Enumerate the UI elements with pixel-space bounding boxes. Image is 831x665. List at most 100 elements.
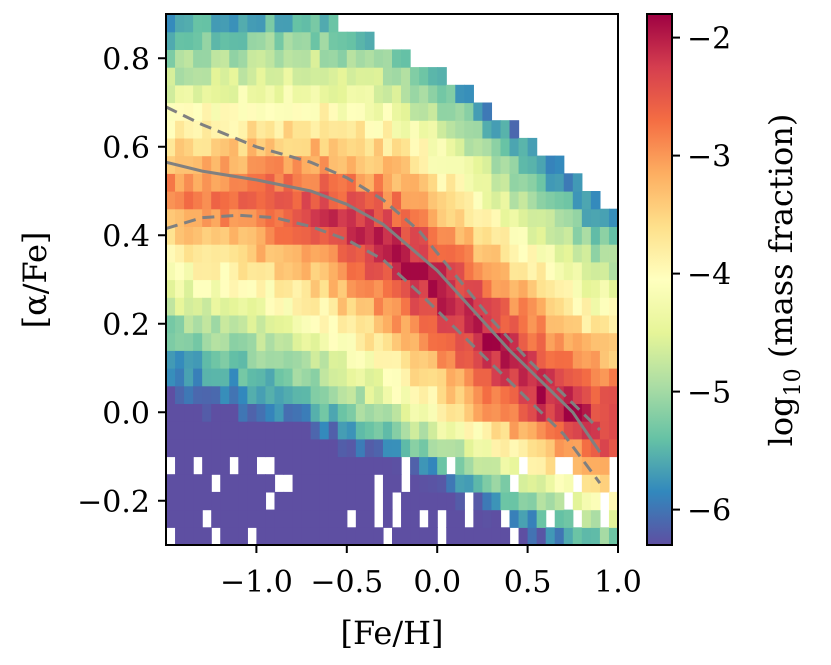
heatmap-cell-897	[446, 226, 456, 245]
heatmap-cell-717	[382, 155, 393, 174]
heatmap-cell-1149	[545, 385, 556, 404]
heatmap-cell-1267	[599, 403, 610, 422]
heatmap-cell-699	[382, 474, 393, 493]
heatmap-cell-491	[310, 102, 321, 121]
heatmap-cell-167	[211, 120, 221, 139]
heatmap-cell-327	[265, 385, 276, 404]
heatmap-cell-101	[193, 279, 203, 298]
heatmap-cell-1167	[554, 438, 565, 458]
heatmap-cell-1037	[500, 385, 511, 404]
heatmap-cell-779	[410, 474, 420, 493]
heatmap-cell-810	[419, 385, 429, 404]
heatmap-cell-442	[301, 438, 312, 458]
heatmap-cell-190	[220, 244, 230, 263]
heatmap-cell-753	[401, 438, 411, 458]
heatmap-cell-302	[256, 332, 267, 351]
heatmap-cell-730	[392, 385, 402, 404]
heatmap-cell-829	[428, 527, 438, 545]
heatmap-cell-738	[392, 244, 402, 263]
heatmap-cell-683	[373, 279, 384, 298]
heatmap-cell-434	[292, 49, 303, 68]
heatmap-cell-743	[392, 155, 402, 174]
heatmap-cell-114	[193, 49, 203, 68]
heatmap-cell-591	[346, 421, 357, 440]
heatmap-cell-609	[346, 102, 357, 121]
heatmap-cell-150	[211, 421, 221, 440]
heatmap-cell-1025	[491, 191, 502, 210]
heatmap-cell-372	[274, 102, 285, 121]
heatmap-cell-727	[392, 438, 402, 458]
heatmap-cell-915	[455, 368, 465, 387]
heatmap-cell-255	[238, 137, 248, 157]
heatmap-cell-1179	[554, 226, 565, 245]
heatmap-cell-151	[211, 403, 221, 422]
heatmap-cell-678	[373, 368, 384, 387]
heatmap-cell-257	[238, 102, 248, 121]
heatmap-cell-551	[328, 102, 339, 121]
heatmap-cell-401	[283, 102, 294, 121]
heatmap-cell-614	[355, 527, 366, 545]
heatmap-cell-259	[238, 67, 248, 86]
heatmap-cell-460	[301, 120, 312, 139]
heatmap-cell-396	[283, 191, 294, 210]
heatmap-cell-1074	[509, 120, 520, 139]
heatmap-cell-634	[355, 173, 366, 192]
heatmap-cell-734	[392, 314, 402, 334]
heatmap-cell-50	[175, 137, 185, 157]
heatmap-cell-166	[211, 137, 221, 157]
heatmap-cell-306	[256, 261, 267, 281]
heatmap-cell-1219	[572, 208, 583, 227]
heatmap-cell-905	[446, 84, 456, 104]
heatmap-cell-818	[419, 244, 429, 263]
heatmap-cell-1043	[500, 279, 511, 298]
percentile-lines	[166, 105, 602, 484]
upper-percentile-line	[166, 105, 601, 431]
heatmap-cell-427	[292, 173, 303, 192]
heatmap-cell-214	[229, 332, 239, 351]
heatmap-cell-468	[310, 509, 321, 528]
heatmap-cell-1021	[491, 261, 502, 281]
heatmap-cell-360	[274, 314, 285, 334]
heatmap-cell-155	[211, 332, 221, 351]
heatmap-cell-793	[410, 226, 420, 245]
heatmap-cell-597	[346, 314, 357, 334]
heatmap-cell-22	[166, 102, 176, 121]
heatmap-cell-1111	[527, 279, 538, 298]
heatmap-cell-562	[337, 438, 348, 458]
heatmap-cell-157	[211, 297, 221, 316]
heatmap-cell-888	[446, 385, 456, 404]
heatmap-cell-502	[319, 438, 330, 458]
heatmap-cell-804	[419, 491, 429, 511]
heatmap-cell-473	[310, 421, 321, 440]
heatmap-cell-569	[337, 314, 348, 334]
heatmap-cell-968	[473, 314, 483, 334]
heatmap-cell-110	[193, 120, 203, 139]
heatmap-cell-334	[265, 261, 276, 281]
heatmap-cell-1000	[482, 191, 493, 210]
heatmap-cell-1243	[590, 509, 601, 528]
heatmap-cell-732	[392, 350, 402, 369]
heatmap-cell-268	[247, 421, 257, 440]
heatmap-cell-361	[274, 297, 285, 316]
heatmap-cell-143	[202, 49, 212, 68]
heatmap-cell-512	[319, 261, 330, 281]
heatmap-cell-1180	[554, 208, 565, 227]
heatmap-cell-264	[247, 491, 257, 511]
heatmap-cell-919	[455, 297, 465, 316]
heatmap-cell-837	[428, 385, 438, 404]
heatmap-cell-1153	[545, 314, 556, 334]
heatmap-cell-2	[166, 474, 176, 493]
heatmap-cell-668	[364, 84, 375, 104]
heatmap-cell-390	[283, 297, 294, 316]
heatmap-cell-471	[310, 456, 321, 475]
heatmap-cell-522	[319, 84, 330, 104]
y-axis-label: [α/Fe]	[16, 232, 54, 329]
heatmap-cell-751	[401, 509, 411, 528]
heatmap-cell-556	[328, 14, 339, 33]
heatmap-cell-56	[175, 31, 185, 50]
heatmap-cell-1150	[545, 368, 556, 387]
heatmap-cell-1196	[563, 279, 574, 298]
colorbar-tick-label: −6	[687, 494, 731, 529]
heatmap-cell-724	[392, 527, 402, 545]
heatmap-cell-765	[401, 226, 411, 245]
